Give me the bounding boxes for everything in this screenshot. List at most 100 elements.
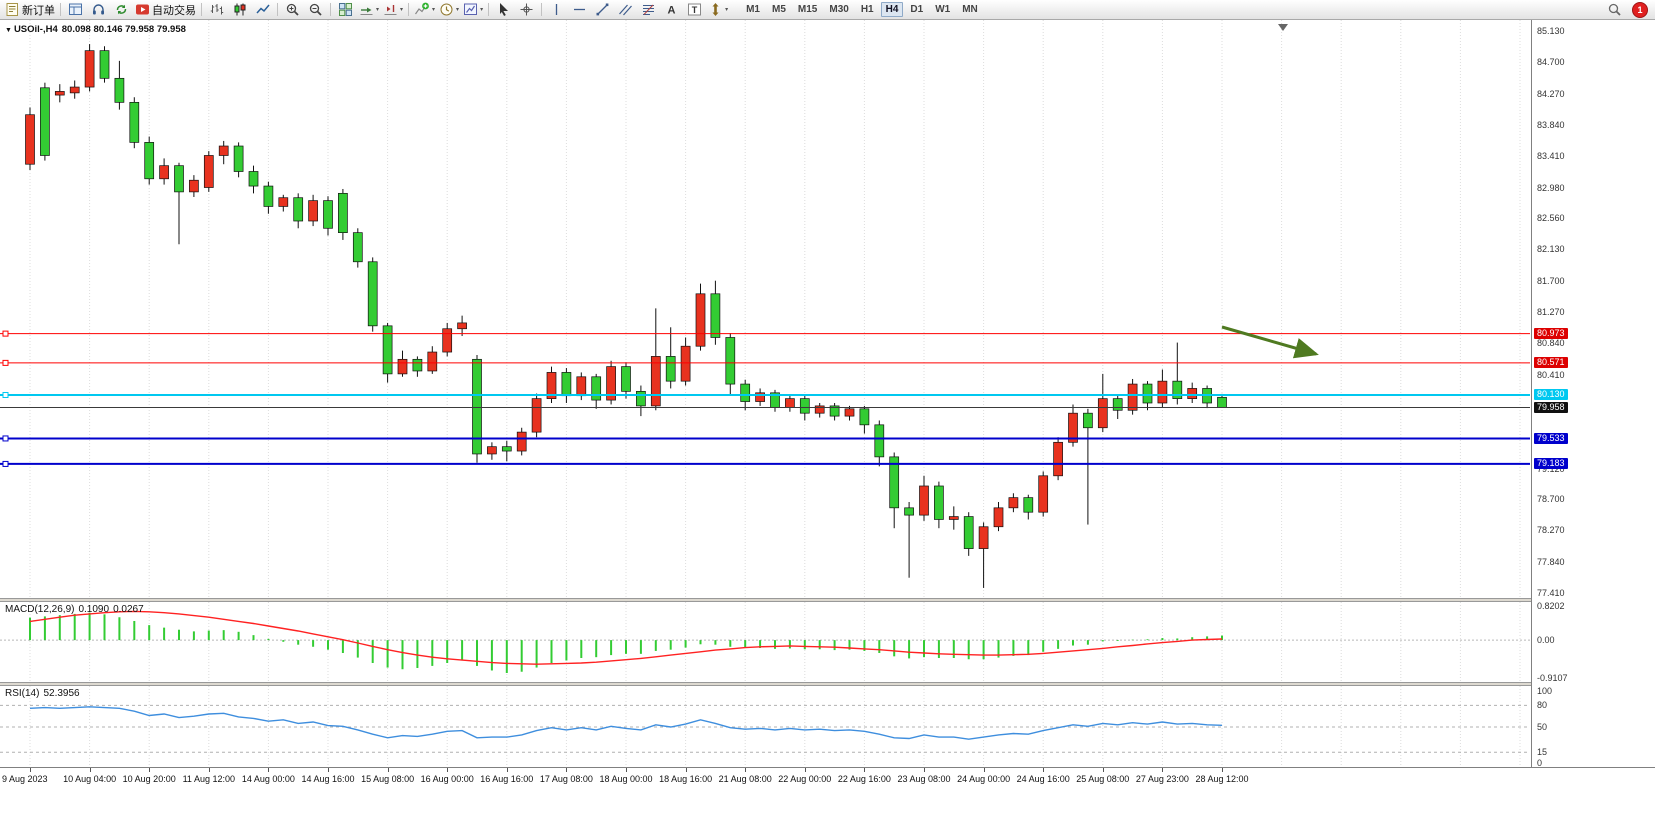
timeframe-m30[interactable]: M30 [829, 4, 849, 15]
symbol-dropdown-icon[interactable]: ▼ [5, 27, 12, 34]
timeframe-m5[interactable]: M5 [772, 4, 786, 15]
time-axis-tick [626, 768, 627, 772]
time-axis-tick [1043, 768, 1045, 772]
price-line-tag: 80.130 [1534, 389, 1568, 401]
line-chart-mode-button[interactable] [251, 1, 274, 19]
templates-button[interactable]: ▾ [461, 1, 485, 19]
bar-chart-mode-button[interactable] [205, 1, 228, 19]
pane-splitter[interactable] [0, 598, 1655, 602]
market-watch-icon [68, 2, 83, 17]
new-order-button[interactable]: 新订单 [3, 1, 57, 19]
chevron-down-icon: ▾ [456, 7, 460, 13]
timeframe-m1[interactable]: M1 [746, 4, 760, 15]
timeframe-h1[interactable]: H1 [860, 4, 874, 15]
auto-scroll-button[interactable]: ▾ [357, 1, 381, 19]
macd-name: MACD(12,26,9) [5, 604, 75, 615]
crosshair-tool-button[interactable] [515, 1, 538, 19]
chevron-down-icon: ▾ [725, 7, 729, 13]
time-axis-label: 18 Aug 16:00 [659, 774, 713, 784]
time-axis-label: 15 Aug 08:00 [361, 774, 415, 784]
price-axis-label: 85.130 [1537, 26, 1565, 36]
top-toolbar: 新订单 自动交易 ▾ ▾ ▾ ▾ ▾ A T ▾ M1 M5 M15 M30 H1 H4 D… [0, 0, 1655, 20]
time-axis-tick [1222, 768, 1223, 772]
rsi-pane-canvas[interactable] [0, 686, 1530, 767]
autotrading-button[interactable]: 自动交易 [133, 1, 198, 19]
crosshair-icon [519, 2, 534, 17]
zoom-out-button[interactable] [304, 1, 327, 19]
horizontal-line-tool-button[interactable] [568, 1, 591, 19]
time-axis-tick [685, 768, 687, 772]
text-label-tool-button[interactable]: T [683, 1, 706, 19]
zoom-in-button[interactable] [281, 1, 304, 19]
time-axis-label: 23 Aug 08:00 [897, 774, 951, 784]
text-label-icon: T [687, 2, 702, 17]
zoom-in-icon [285, 2, 300, 17]
new-order-icon [5, 2, 20, 17]
arrows-tool-button[interactable]: ▾ [706, 1, 730, 19]
macd-axis-label: 0.8202 [1537, 601, 1565, 611]
auto-scroll-icon [359, 2, 374, 17]
main-chart-canvas[interactable] [0, 20, 1530, 598]
template-icon [463, 2, 478, 17]
time-axis-label: 11 Aug 12:00 [182, 774, 235, 784]
price-line-tag: 79.183 [1534, 458, 1568, 470]
trendline-tool-button[interactable] [591, 1, 614, 19]
text-icon: A [664, 2, 679, 17]
tile-windows-icon [338, 2, 353, 17]
cursor-tool-button[interactable] [492, 1, 515, 19]
channel-tool-button[interactable] [614, 1, 637, 19]
timeframe-m15[interactable]: M15 [797, 4, 818, 15]
vertical-line-tool-button[interactable] [545, 1, 568, 19]
price-axis[interactable]: 85.130 84.700 84.270 83.840 83.410 82.980 82.5… [1531, 20, 1655, 768]
tile-windows-button[interactable] [334, 1, 357, 19]
rsi-axis-label: 0 [1537, 758, 1543, 768]
toolbar-separator [488, 3, 490, 16]
equidistant-channel-icon [618, 2, 633, 17]
time-axis-tick [924, 768, 925, 772]
svg-text:A: A [668, 5, 676, 17]
chevron-down-icon: ▾ [400, 7, 404, 13]
timeframe-w1[interactable]: W1 [935, 4, 951, 15]
macd-pane-canvas[interactable] [0, 602, 1530, 682]
price-axis-label: 84.700 [1537, 57, 1565, 68]
chart-shift-button[interactable]: ▾ [381, 1, 405, 19]
indicators-button[interactable]: ▾ [412, 1, 437, 19]
time-axis[interactable]: 9 Aug 2023 10 Aug 04:00 10 Aug 20:00 11 Aug… [0, 767, 1655, 790]
time-axis-label: 16 Aug 16:00 [480, 774, 534, 784]
notification-badge[interactable]: 1 [1632, 1, 1648, 18]
macd-axis-label: -0.9107 [1537, 673, 1568, 683]
horizontal-line-icon [572, 2, 587, 17]
time-axis-tick [506, 768, 508, 772]
text-tool-button[interactable]: A [660, 1, 683, 19]
timeframe-d1[interactable]: D1 [910, 4, 924, 15]
time-axis-label: 24 Aug 00:00 [957, 774, 1011, 784]
toolbar-separator [408, 3, 410, 16]
periods-button[interactable]: ▾ [437, 1, 461, 19]
timeframe-h4[interactable]: H4 [880, 2, 904, 17]
timeframe-group: M1 M5 M15 M30 H1 H4 D1 W1 MN [740, 2, 984, 17]
pane-splitter[interactable] [0, 682, 1655, 686]
fibonacci-tool-button[interactable] [637, 1, 660, 19]
search-button[interactable] [1603, 1, 1626, 19]
price-axis-label: 77.840 [1537, 556, 1565, 567]
time-axis-tick [1102, 768, 1104, 772]
time-axis-tick [328, 768, 329, 772]
rsi-indicator-label: RSI(14) 52.3956 [5, 688, 84, 699]
rsi-name: RSI(14) [5, 688, 40, 699]
price-axis-label: 80.410 [1537, 369, 1565, 380]
refresh-button[interactable] [110, 1, 133, 19]
time-axis-tick [30, 768, 31, 772]
time-axis-label: 17 Aug 08:00 [539, 774, 593, 784]
data-window-button[interactable] [87, 1, 110, 19]
price-axis-label: 82.560 [1537, 213, 1565, 224]
rsi-axis-label: 15 [1537, 747, 1548, 758]
timeframe-mn[interactable]: MN [962, 4, 978, 15]
price-axis-label: 82.130 [1537, 244, 1565, 255]
toolbar-separator [277, 3, 278, 16]
time-axis-tick [89, 768, 91, 772]
line-chart-icon [255, 2, 271, 17]
macd-axis-label: 0.00 [1537, 635, 1555, 646]
market-watch-button[interactable] [64, 1, 87, 19]
candlestick-mode-button[interactable] [228, 1, 251, 19]
